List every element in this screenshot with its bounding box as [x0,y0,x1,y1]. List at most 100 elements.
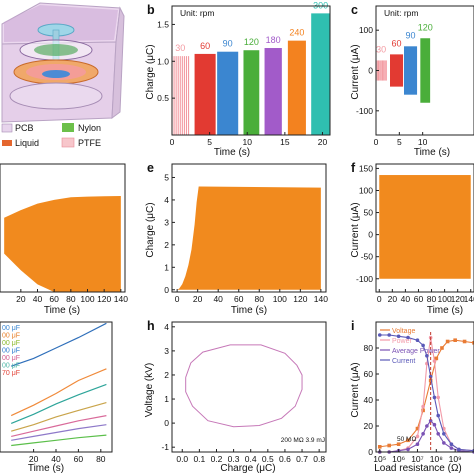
panel-i-point [406,438,410,443]
panel-i-point [425,354,429,358]
panel-b-ylabel: Charge (μC) [145,44,156,99]
panel-f-ytick-label: 50 [364,208,374,218]
panel-c-xtick-label: 5 [397,137,402,147]
panel-g-xtick-label: 20 [29,454,39,464]
liquid-swatch [2,140,12,146]
panel-letter-e: e [147,161,154,175]
panel-i-point [440,346,444,350]
panel-d-xlabel: Time (s) [44,305,80,316]
panel-letter-i: i [351,319,354,333]
panel-g-legend-item: 70 μF [2,370,20,377]
panel-i-point [415,434,420,439]
panel-b-axes: 0 5 10 15 20 0.5 1.0 1.5 [157,5,331,147]
panel-b-rpm-label: 90 [223,39,233,49]
panel-i-xtick-label: 10⁵ [373,454,386,464]
panel-i-point [432,395,437,400]
panel-g-axes: 20 40 60 80 [0,321,113,464]
panel-i-frame [375,321,474,453]
panel-i-ytick-label: 60 [364,369,374,379]
panel-c-xtick-label: 0 [374,137,379,147]
panel-i-point [415,338,420,343]
panel-h-xtick-label: 0.3 [228,454,240,464]
panel-i-point [406,335,410,340]
panel-i-point [432,422,437,427]
panel-b-xtick-label: 20 [318,137,328,147]
panel-c-xlabel: Time (s) [414,147,450,158]
ptfe-swatch [61,137,75,148]
panel-i-marks [377,332,474,454]
panel-i-ytick-label: 0 [368,447,373,457]
panel-g-series-line [11,322,107,367]
panel-g-legend-item: 00 μF [2,348,20,355]
panel-i-point [445,339,450,344]
panel-e-ytick-label: 4 [164,195,169,205]
panel-b-bar [194,53,216,135]
panel-b-bar [287,40,306,135]
panel-h-xtick-label: 0.1 [193,454,205,464]
panel-letter-h: h [147,319,155,333]
panel-f-xtick-label: 100 [438,294,452,304]
panel-e-xtick-label: 100 [273,294,287,304]
panel-h-xtick-label: 0.7 [296,454,308,464]
panel-h-xtick-label: 0.8 [313,454,325,464]
panel-f-ytick-label: -100 [356,274,373,284]
panel-f-xtick-label: 140 [464,294,474,304]
panel-c-rpm-label: 30 [376,44,386,54]
panel-b-rpm-label: 60 [200,41,210,51]
panel-h-xtick-label: 0.2 [211,454,223,464]
panel-e-xtick-label: 60 [234,294,244,304]
panel-c-rpm-label: 120 [418,22,433,32]
panel-b-chart: 30 60 90 120 180 240 300 Unit: rpm 0 5 10 15 20 0.5… [145,0,331,158]
panel-i-point [434,356,439,361]
panel-h-ytick-label: 0 [164,418,169,428]
panel-e-ytick-label: 3 [164,217,169,227]
panel-i-xtick-label: 10⁸ [430,454,443,464]
panel-letter-c: c [351,3,358,17]
panel-b-rpm-label: 300 [313,0,328,10]
panel-i-legend-label: Average Power [392,348,440,355]
panel-e-ylabel: Charge (μC) [145,202,156,257]
panel-h-chart: 0.0 0.1 0.2 0.3 0.4 0.5 0.6 0.7 0.8 -1 0 1 2 3 4 200 M… [144,321,327,474]
panel-e-xlabel: Time (s) [231,305,267,316]
panel-b-rpm-label: 240 [289,28,304,38]
panel-h-ytick-label: 4 [164,322,169,332]
panel-c-bar [390,54,404,87]
panel-i-point [442,432,446,436]
panel-f-frame [375,163,474,293]
panel-f-xtick-label: 80 [427,294,437,304]
panel-i-point [457,447,461,452]
panel-i-point [421,432,425,436]
panel-i-point [387,333,391,337]
panel-i-ytick-label: 40 [364,395,374,405]
panel-g-legend-item: 00 μF [2,333,20,340]
panel-i-point [415,442,420,447]
panel-i-point [425,424,429,428]
panel-c-ytick-label: 100 [359,25,373,35]
panel-i-point [449,442,454,447]
panel-e-axes: 0 20 40 60 80 100 120 140 0 1 2 3 4 5 [164,163,328,304]
panel-g-series-line [11,424,107,441]
panel-i-point [377,333,382,337]
panel-letter-f: f [351,161,356,175]
panel-c-bar [404,46,418,95]
panel-h-xtick-label: 0.5 [262,454,274,464]
panel-g-xtick-label: 60 [74,454,84,464]
panel-c-axes: 0 5 10 -100 0 100 [356,5,474,147]
panel-f-area [379,175,471,279]
panel-b-bar [217,51,239,135]
panel-letter-b: b [147,3,155,17]
panel-b-xtick-label: 15 [280,137,290,147]
panel-i-point [462,339,467,344]
ptfe-label: PTFE [78,138,101,148]
panel-i-point [436,432,440,436]
panel-e-xtick-label: 80 [255,294,265,304]
panel-f-ylabel: Current (μA) [350,202,361,257]
base-plate [9,82,103,110]
panel-b-rpm-label: 120 [244,37,259,47]
panel-b-xtick-label: 5 [207,137,212,147]
panel-e-xtick-label: 120 [293,294,307,304]
nylon-label: Nylon [78,123,101,133]
panel-e-ytick-label: 2 [164,240,169,250]
